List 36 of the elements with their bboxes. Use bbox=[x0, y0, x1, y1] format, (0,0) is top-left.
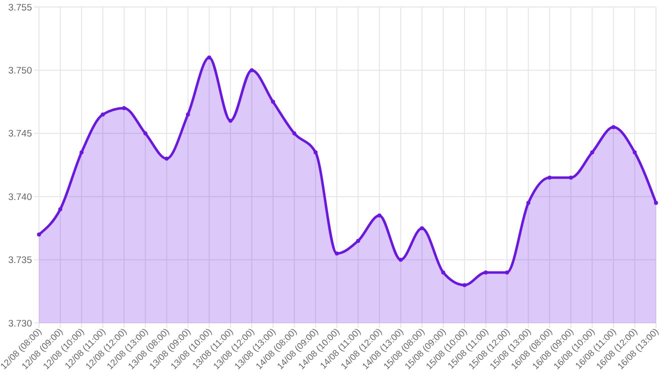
point bbox=[505, 270, 510, 274]
point bbox=[548, 176, 552, 180]
point bbox=[526, 200, 530, 205]
point bbox=[590, 150, 594, 154]
y-tick-label: 3.740 bbox=[8, 192, 32, 203]
point bbox=[164, 156, 169, 161]
point bbox=[334, 251, 339, 256]
point bbox=[271, 100, 276, 104]
point bbox=[37, 232, 41, 237]
point bbox=[292, 131, 296, 136]
y-tick-label: 3.735 bbox=[8, 255, 32, 266]
point bbox=[228, 118, 232, 123]
y-tick-label: 3.755 bbox=[8, 2, 32, 14]
point bbox=[100, 112, 105, 116]
point bbox=[250, 68, 254, 72]
y-tick-label: 3.745 bbox=[8, 128, 32, 140]
point bbox=[186, 112, 190, 116]
point bbox=[441, 270, 446, 274]
point bbox=[654, 200, 658, 205]
point bbox=[420, 226, 424, 230]
y-tick-label: 3.730 bbox=[8, 318, 32, 330]
point bbox=[632, 150, 637, 154]
point bbox=[462, 283, 467, 288]
y-tick-label: 3.750 bbox=[8, 66, 32, 77]
point bbox=[122, 106, 126, 110]
point bbox=[207, 56, 212, 60]
point bbox=[143, 131, 148, 136]
point bbox=[377, 214, 382, 218]
point bbox=[611, 125, 616, 130]
point bbox=[80, 150, 84, 154]
point bbox=[484, 270, 488, 274]
point bbox=[314, 150, 318, 154]
point bbox=[398, 258, 403, 262]
point bbox=[58, 207, 62, 212]
point bbox=[356, 238, 360, 243]
point bbox=[568, 176, 573, 180]
